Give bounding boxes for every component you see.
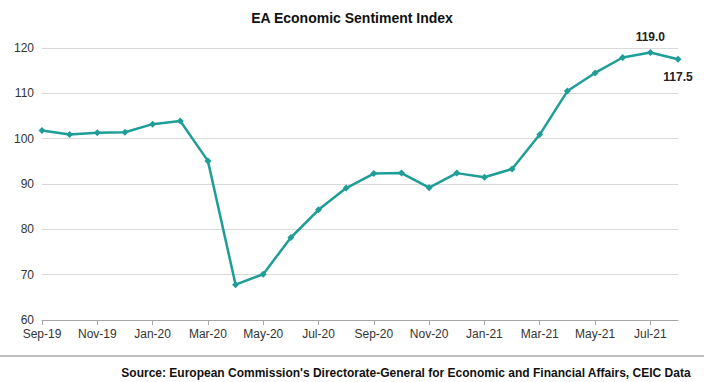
svg-text:70: 70: [21, 268, 35, 282]
svg-text:Nov-19: Nov-19: [78, 327, 117, 341]
svg-text:Jul-21: Jul-21: [634, 327, 667, 341]
svg-text:Jan-20: Jan-20: [134, 327, 171, 341]
svg-text:120: 120: [14, 41, 34, 55]
svg-text:80: 80: [21, 222, 35, 236]
svg-text:119.0: 119.0: [636, 30, 666, 44]
svg-text:Source: European Commission's: Source: European Commission's Directorat…: [121, 366, 691, 380]
svg-text:May-20: May-20: [243, 327, 283, 341]
svg-text:Mar-20: Mar-20: [189, 327, 227, 341]
svg-text:Sep-20: Sep-20: [354, 327, 393, 341]
svg-text:60: 60: [21, 313, 35, 327]
svg-text:100: 100: [14, 132, 34, 146]
svg-text:Nov-20: Nov-20: [410, 327, 449, 341]
svg-text:Jan-21: Jan-21: [466, 327, 503, 341]
svg-text:Mar-21: Mar-21: [521, 327, 559, 341]
svg-text:90: 90: [21, 177, 35, 191]
svg-text:Jul-20: Jul-20: [302, 327, 335, 341]
svg-text:110: 110: [15, 86, 34, 100]
svg-text:May-21: May-21: [575, 327, 615, 341]
svg-text:Sep-19: Sep-19: [23, 327, 62, 341]
svg-text:EA Economic Sentiment Index: EA Economic Sentiment Index: [251, 10, 453, 26]
svg-text:117.5: 117.5: [663, 70, 693, 84]
